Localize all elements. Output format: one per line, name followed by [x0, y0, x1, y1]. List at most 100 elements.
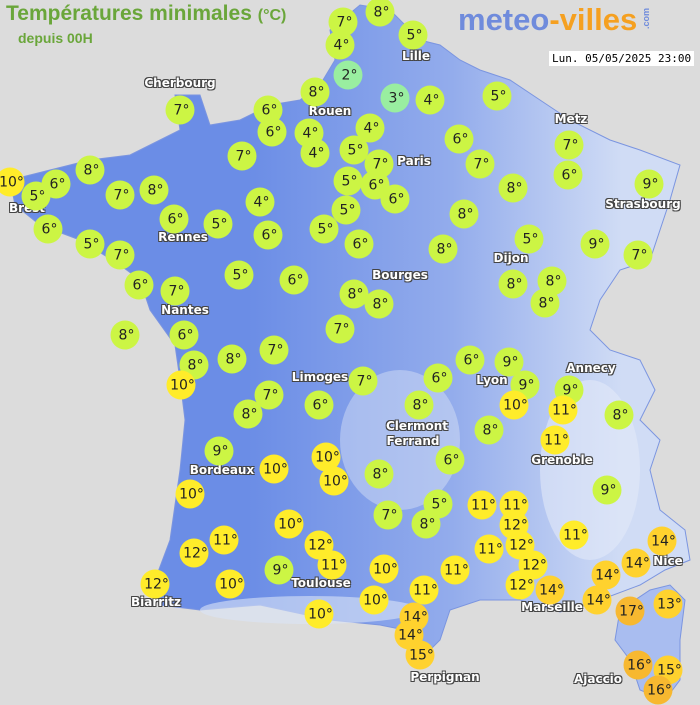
- temperature-marker[interactable]: 5°: [331, 195, 361, 225]
- temperature-marker[interactable]: 16°: [643, 675, 673, 705]
- temperature-marker[interactable]: 7°: [105, 180, 135, 210]
- temperature-marker[interactable]: 6°: [380, 184, 410, 214]
- temperature-marker[interactable]: 8°: [604, 400, 634, 430]
- temperature-marker[interactable]: 11°: [440, 555, 470, 585]
- temperature-marker[interactable]: 10°: [166, 370, 196, 400]
- temperature-marker[interactable]: 7°: [325, 314, 355, 344]
- temperature-marker[interactable]: 10°: [359, 585, 389, 615]
- temperature-marker[interactable]: 6°: [435, 445, 465, 475]
- temperature-marker[interactable]: 6°: [304, 390, 334, 420]
- temperature-marker[interactable]: 6°: [33, 214, 63, 244]
- temperature-marker[interactable]: 8°: [339, 279, 369, 309]
- temperature-marker[interactable]: 3°: [380, 83, 410, 113]
- temperature-marker[interactable]: 11°: [317, 550, 347, 580]
- temperature-marker[interactable]: 11°: [559, 520, 589, 550]
- temperature-marker[interactable]: 5°: [224, 260, 254, 290]
- temperature-marker[interactable]: 6°: [159, 204, 189, 234]
- temperature-marker[interactable]: 11°: [409, 575, 439, 605]
- temperature-marker[interactable]: 8°: [428, 234, 458, 264]
- temperature-marker[interactable]: 6°: [279, 265, 309, 295]
- temperature-marker[interactable]: 12°: [140, 569, 170, 599]
- temperature-marker[interactable]: 10°: [274, 509, 304, 539]
- temperature-marker[interactable]: 13°: [653, 589, 683, 619]
- temperature-marker[interactable]: 14°: [591, 560, 621, 590]
- temperature-marker[interactable]: 7°: [259, 335, 289, 365]
- temperature-marker[interactable]: 9°: [204, 436, 234, 466]
- temperature-marker[interactable]: 7°: [623, 240, 653, 270]
- temperature-marker[interactable]: 8°: [364, 289, 394, 319]
- temperature-marker[interactable]: 6°: [444, 124, 474, 154]
- temperature-marker[interactable]: 6°: [169, 320, 199, 350]
- temperature-marker[interactable]: 7°: [105, 240, 135, 270]
- temperature-marker[interactable]: 10°: [304, 599, 334, 629]
- temperature-marker[interactable]: 5°: [482, 81, 512, 111]
- temperature-marker[interactable]: 8°: [365, 0, 395, 27]
- temperature-marker[interactable]: 11°: [209, 525, 239, 555]
- temperature-marker[interactable]: 8°: [498, 269, 528, 299]
- temperature-marker[interactable]: 8°: [474, 415, 504, 445]
- temperature-marker[interactable]: 6°: [553, 160, 583, 190]
- temperature-marker[interactable]: 5°: [75, 229, 105, 259]
- temperature-marker[interactable]: 10°: [0, 167, 25, 197]
- temperature-marker[interactable]: 7°: [227, 141, 257, 171]
- temperature-marker[interactable]: 4°: [325, 30, 355, 60]
- temperature-marker[interactable]: 12°: [179, 538, 209, 568]
- temperature-marker[interactable]: 7°: [160, 276, 190, 306]
- temperature-marker[interactable]: 8°: [404, 390, 434, 420]
- temperature-marker[interactable]: 8°: [75, 155, 105, 185]
- temperature-marker[interactable]: 8°: [233, 399, 263, 429]
- temperature-marker[interactable]: 10°: [369, 554, 399, 584]
- temperature-marker[interactable]: 12°: [518, 550, 548, 580]
- temperature-marker[interactable]: 6°: [124, 270, 154, 300]
- temperature-marker[interactable]: 5°: [309, 214, 339, 244]
- temperature-marker[interactable]: 7°: [554, 130, 584, 160]
- temperature-marker[interactable]: 14°: [647, 526, 677, 556]
- temperature-marker[interactable]: 9°: [634, 169, 664, 199]
- temperature-marker[interactable]: 7°: [465, 149, 495, 179]
- temperature-marker[interactable]: 11°: [467, 490, 497, 520]
- temperature-marker[interactable]: 7°: [254, 380, 284, 410]
- temperature-marker[interactable]: 8°: [217, 344, 247, 374]
- temperature-marker[interactable]: 9°: [264, 555, 294, 585]
- temperature-marker[interactable]: 8°: [411, 509, 441, 539]
- temperature-marker[interactable]: 14°: [621, 548, 651, 578]
- temperature-marker[interactable]: 11°: [474, 534, 504, 564]
- temperature-marker[interactable]: 8°: [300, 77, 330, 107]
- temperature-marker[interactable]: 2°: [333, 60, 363, 90]
- temperature-marker[interactable]: 10°: [499, 390, 529, 420]
- temperature-marker[interactable]: 14°: [582, 585, 612, 615]
- temperature-marker[interactable]: 7°: [373, 500, 403, 530]
- temperature-marker[interactable]: 8°: [530, 288, 560, 318]
- temperature-marker[interactable]: 6°: [423, 363, 453, 393]
- temperature-marker[interactable]: 8°: [449, 199, 479, 229]
- temperature-marker[interactable]: 7°: [348, 366, 378, 396]
- temperature-marker[interactable]: 5°: [333, 166, 363, 196]
- temperature-marker[interactable]: 8°: [139, 175, 169, 205]
- temperature-marker[interactable]: 6°: [257, 117, 287, 147]
- temperature-marker[interactable]: 11°: [548, 395, 578, 425]
- temperature-marker[interactable]: 4°: [355, 113, 385, 143]
- temperature-marker[interactable]: 10°: [175, 479, 205, 509]
- temperature-marker[interactable]: 10°: [319, 466, 349, 496]
- temperature-marker[interactable]: 4°: [415, 85, 445, 115]
- temperature-marker[interactable]: 5°: [514, 224, 544, 254]
- temperature-marker[interactable]: 6°: [455, 345, 485, 375]
- temperature-marker[interactable]: 6°: [253, 220, 283, 250]
- meteo-villes-logo[interactable]: meteo-villes .com: [458, 2, 651, 38]
- temperature-marker[interactable]: 6°: [41, 169, 71, 199]
- temperature-marker[interactable]: 8°: [110, 320, 140, 350]
- temperature-marker[interactable]: 8°: [364, 459, 394, 489]
- temperature-marker[interactable]: 5°: [339, 135, 369, 165]
- temperature-marker[interactable]: 16°: [623, 650, 653, 680]
- temperature-marker[interactable]: 8°: [498, 173, 528, 203]
- temperature-marker[interactable]: 15°: [405, 640, 435, 670]
- temperature-marker[interactable]: 4°: [300, 138, 330, 168]
- temperature-marker[interactable]: 14°: [535, 575, 565, 605]
- temperature-marker[interactable]: 11°: [540, 425, 570, 455]
- temperature-marker[interactable]: 12°: [505, 570, 535, 600]
- temperature-marker[interactable]: 10°: [215, 569, 245, 599]
- temperature-marker[interactable]: 5°: [398, 20, 428, 50]
- temperature-marker[interactable]: 7°: [165, 95, 195, 125]
- temperature-marker[interactable]: 10°: [259, 454, 289, 484]
- temperature-marker[interactable]: 17°: [615, 596, 645, 626]
